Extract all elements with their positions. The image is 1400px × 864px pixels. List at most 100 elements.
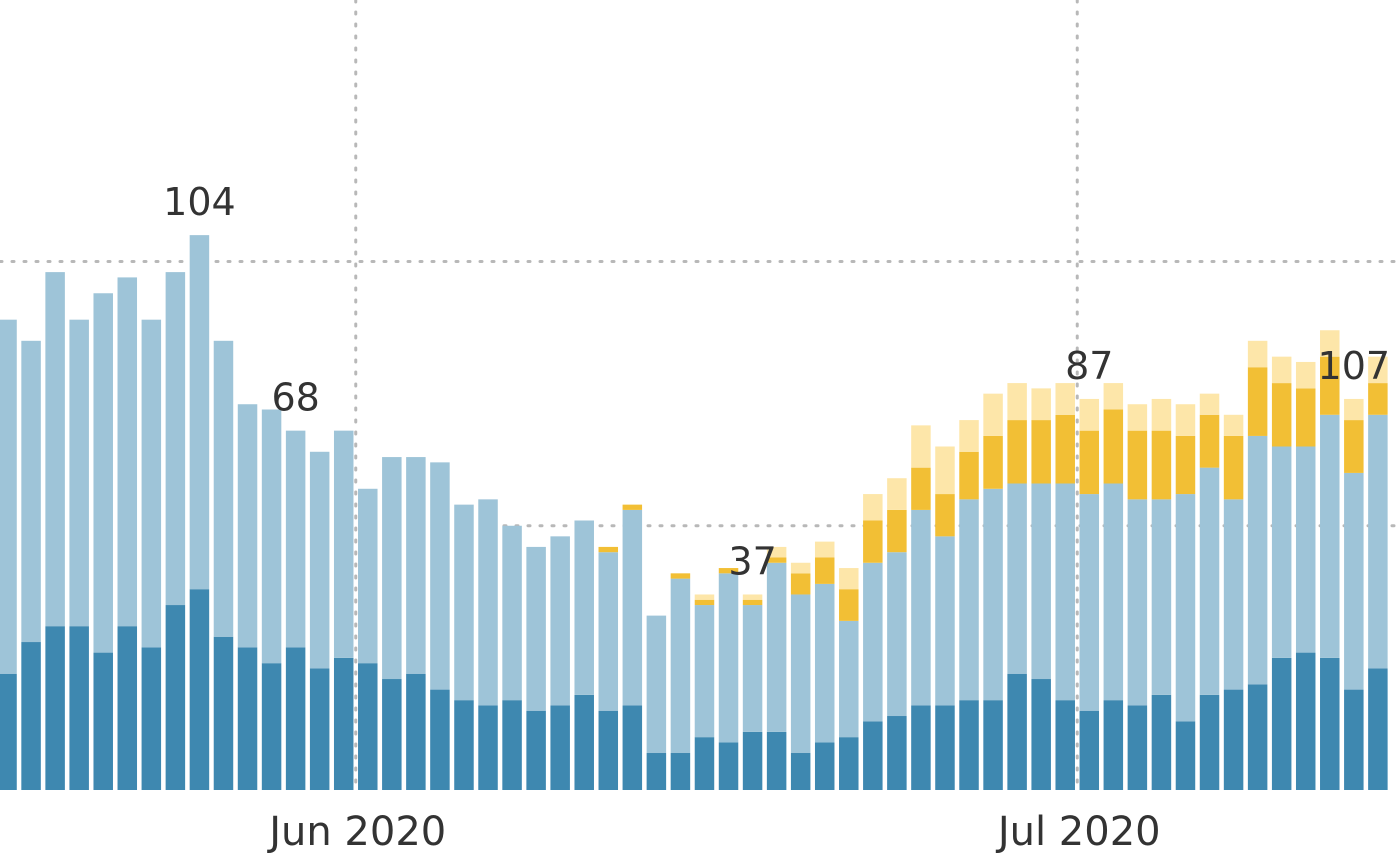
bar-50-series-3 (1199, 414, 1220, 468)
bar-2-series-2 (45, 272, 65, 627)
bar-33-series-1 (790, 753, 811, 790)
bars (0, 235, 1388, 790)
bar-43-series-1 (1031, 679, 1051, 790)
bar-27-series-2 (646, 615, 667, 754)
bar-26-series-2 (622, 509, 643, 706)
bar-26-series-1 (622, 705, 643, 790)
x-axis-tick-labels: Jun 2020 Jul 2020 (266, 809, 1160, 855)
bar-3-series-2 (69, 319, 89, 627)
bar-54-series-1 (1295, 652, 1316, 790)
bar-42-series-2 (1007, 483, 1027, 674)
bar-46-series-4 (1103, 383, 1124, 410)
bar-37-series-3 (887, 509, 907, 553)
bar-34-series-1 (814, 742, 835, 790)
bar-9-series-2 (213, 340, 234, 637)
bar-54-series-2 (1295, 446, 1316, 653)
bar-38-series-2 (911, 509, 931, 706)
bar-53-series-4 (1271, 356, 1292, 384)
bar-48-series-3 (1151, 430, 1172, 500)
bar-13-series-2 (309, 451, 330, 669)
bar-40-series-1 (959, 700, 979, 790)
bar-46-series-1 (1103, 700, 1124, 790)
bar-52-series-3 (1247, 367, 1268, 436)
bar-32-series-1 (766, 731, 787, 790)
bar-30-series-2 (718, 573, 739, 743)
bar-29-series-4 (694, 594, 715, 600)
bar-20-series-1 (478, 705, 498, 790)
bar-54-series-3 (1295, 388, 1316, 447)
bar-53-series-1 (1271, 657, 1292, 790)
bar-11-series-1 (261, 663, 282, 790)
bar-9-series-1 (213, 636, 234, 790)
bar-7-series-1 (165, 605, 186, 790)
bar-42-series-4 (1007, 383, 1027, 421)
bar-19-series-1 (454, 700, 474, 790)
bar-14-series-1 (333, 657, 354, 790)
bar-46-series-3 (1103, 409, 1124, 484)
bar-44-series-3 (1055, 414, 1075, 484)
bar-35-series-3 (839, 589, 859, 621)
bar-30-series-1 (718, 742, 739, 790)
bar-42-series-3 (1007, 420, 1027, 484)
bar-31-series-1 (742, 731, 763, 790)
data-label-68: 68 (271, 376, 319, 420)
bar-18-series-2 (430, 462, 450, 690)
data-label-107: 107 (1318, 344, 1391, 388)
bar-35-series-4 (839, 568, 859, 590)
bar-40-series-3 (959, 451, 979, 500)
bar-43-series-4 (1031, 388, 1051, 421)
bar-56-series-2 (1344, 472, 1364, 690)
bar-21-series-1 (502, 700, 522, 790)
bar-0-series-2 (0, 319, 17, 674)
bar-47-series-2 (1127, 499, 1148, 706)
bar-48-series-2 (1151, 499, 1172, 695)
bar-37-series-2 (887, 552, 907, 717)
bar-49-series-3 (1175, 435, 1196, 495)
bar-55-series-1 (1320, 657, 1340, 790)
bar-8-series-2 (189, 235, 210, 590)
bar-39-series-1 (935, 705, 955, 790)
bar-17-series-1 (406, 673, 426, 790)
bar-39-series-3 (935, 494, 955, 537)
bar-32-series-2 (766, 562, 787, 732)
bar-31-series-2 (742, 605, 763, 732)
bar-34-series-2 (814, 583, 835, 743)
bar-57-series-2 (1368, 414, 1388, 669)
bar-10-series-1 (237, 647, 258, 790)
data-label-104: 104 (163, 180, 236, 224)
bar-57-series-1 (1368, 668, 1388, 790)
bar-33-series-2 (790, 594, 811, 754)
bar-7-series-2 (165, 272, 186, 606)
bar-3-series-1 (69, 626, 89, 790)
bar-37-series-4 (887, 478, 907, 510)
bar-44-series-1 (1055, 700, 1075, 790)
bar-55-series-2 (1320, 414, 1340, 658)
bar-49-series-1 (1175, 721, 1196, 790)
bar-47-series-3 (1127, 430, 1148, 500)
bar-1-series-2 (21, 340, 41, 643)
bar-43-series-3 (1031, 420, 1051, 484)
bar-17-series-2 (406, 457, 426, 674)
bar-29-series-1 (694, 737, 715, 790)
bar-25-series-3 (598, 546, 619, 553)
bar-41-series-2 (983, 488, 1003, 701)
bar-51-series-1 (1223, 689, 1244, 790)
bar-55-series-4 (1320, 330, 1340, 357)
bar-24-series-2 (574, 520, 594, 695)
bar-35-series-2 (839, 620, 859, 738)
bar-12-series-2 (285, 430, 306, 648)
bar-45-series-3 (1079, 430, 1100, 495)
bar-36-series-4 (863, 494, 883, 521)
bar-34-series-4 (814, 541, 835, 558)
bar-52-series-4 (1247, 340, 1268, 368)
bar-13-series-1 (309, 668, 330, 790)
bar-50-series-4 (1199, 393, 1220, 415)
bar-23-series-1 (550, 705, 570, 790)
bar-45-series-4 (1079, 398, 1100, 431)
bar-28-series-2 (670, 578, 691, 754)
bar-49-series-2 (1175, 494, 1196, 722)
bar-10-series-2 (237, 404, 258, 648)
bar-56-series-1 (1344, 689, 1364, 790)
bar-36-series-2 (863, 562, 883, 722)
